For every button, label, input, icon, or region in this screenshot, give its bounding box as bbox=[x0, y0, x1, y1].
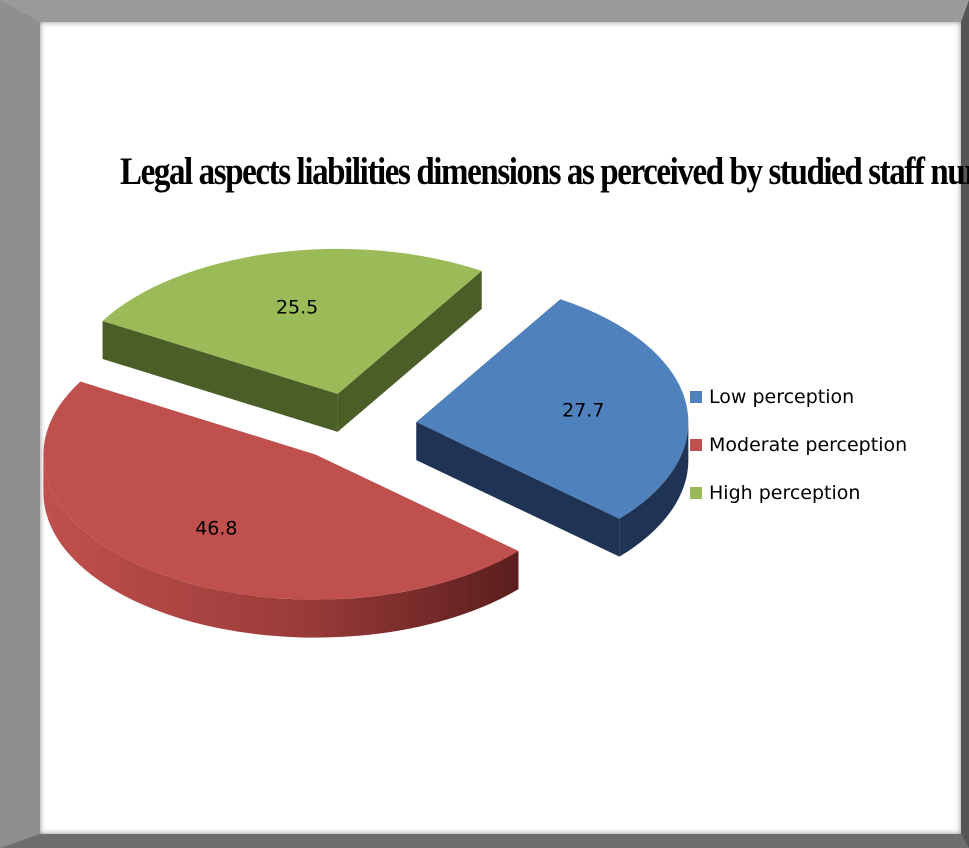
pie-slice-top-moderate bbox=[43, 381, 519, 600]
legend-label-low: Low perception bbox=[709, 386, 855, 408]
pie-slice-top-high bbox=[102, 248, 482, 394]
chart-title: Legal aspects liabilities dimensions as … bbox=[120, 150, 969, 194]
pie-slice-side-low bbox=[619, 422, 689, 557]
legend-item-high: High perception bbox=[690, 469, 907, 517]
data-label-high: 25.5 bbox=[276, 297, 318, 319]
legend-item-low: Low perception bbox=[690, 373, 907, 421]
pie-slice-wall-high-end bbox=[337, 270, 482, 432]
pie-slice-top-low bbox=[416, 299, 689, 519]
legend-label-high: High perception bbox=[709, 482, 861, 504]
legend-item-moderate: Moderate perception bbox=[690, 421, 907, 469]
legend-swatch-moderate bbox=[690, 439, 702, 451]
pie-slice-wall-low-end bbox=[416, 422, 620, 557]
legend-swatch-low bbox=[690, 391, 702, 403]
pie-slice-side-moderate bbox=[43, 454, 519, 638]
pie-slice-low bbox=[416, 299, 689, 557]
pie-slice-wall-high-start bbox=[102, 320, 338, 432]
data-label-low: 27.7 bbox=[562, 399, 604, 421]
chart-legend: Low perception Moderate perception High … bbox=[690, 373, 907, 517]
legend-label-moderate: Moderate perception bbox=[709, 434, 908, 456]
legend-swatch-high bbox=[690, 487, 702, 499]
data-label-moderate: 46.8 bbox=[195, 517, 237, 539]
pie-slice-moderate bbox=[43, 381, 519, 638]
pie-slice-high bbox=[102, 248, 482, 432]
